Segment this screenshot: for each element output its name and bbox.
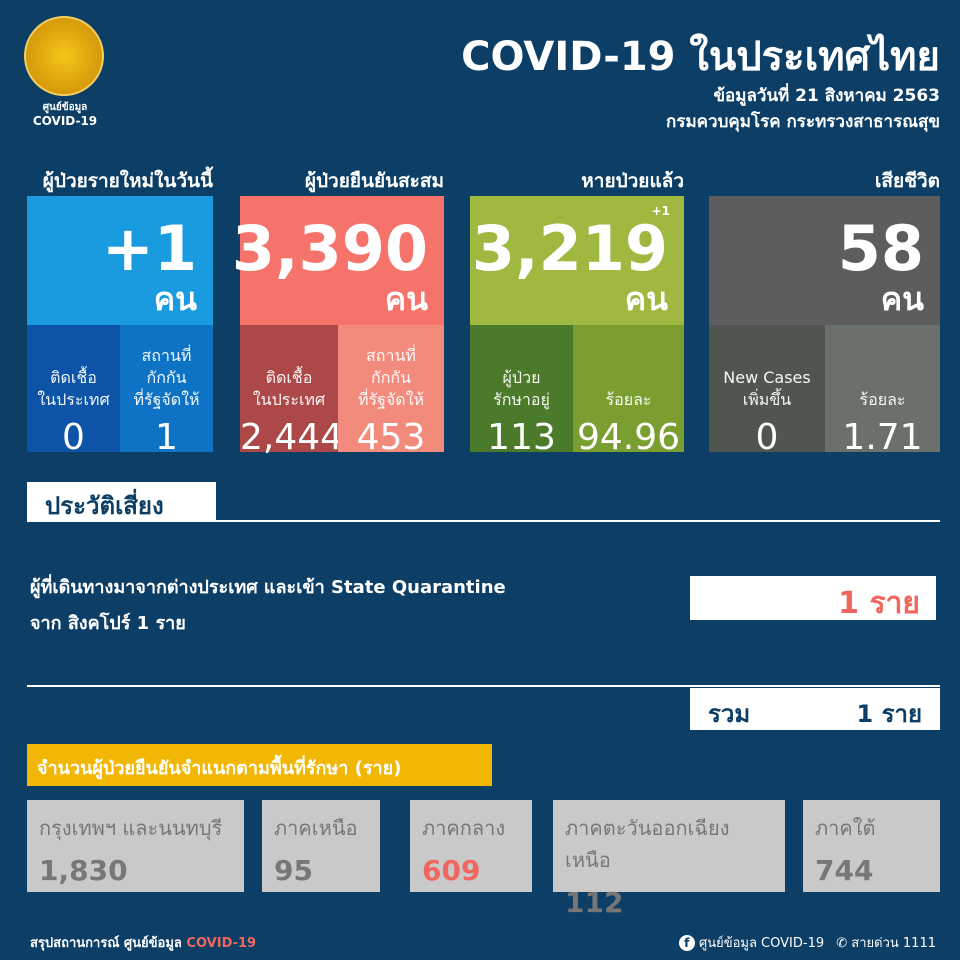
card-sub: ร้อยละ 1.71 — [825, 325, 940, 458]
card-unit: คน — [624, 280, 668, 318]
region-box: ภาคกลาง 609 — [410, 800, 532, 892]
footer-text: สรุปสถานการณ์ ศูนย์ข้อมูล — [30, 936, 182, 951]
card-unit: คน — [153, 280, 197, 318]
region-value: 95 — [274, 854, 313, 887]
card-main: +1 3,219 คน — [470, 196, 684, 325]
sub-value: 2,444 — [240, 417, 344, 458]
card-sub: สถานที่ กักกัน ที่รัฐจัดให้ 453 — [338, 325, 444, 458]
page-title: COVID-19 ในประเทศไทย — [461, 34, 940, 80]
region-value: 1,830 — [39, 854, 128, 887]
sub-value: 94.96 — [576, 417, 681, 458]
divider — [27, 685, 940, 687]
sub-value: 113 — [487, 417, 556, 458]
card-value: 3,390 — [231, 212, 428, 285]
region-heading: จำนวนผู้ป่วยยืนยันจำแนกตามพื้นที่รักษา (… — [27, 744, 492, 786]
card-label: เสียชีวิต — [874, 170, 940, 192]
sub-label: ร้อยละ — [605, 390, 652, 409]
sub-value: 0 — [62, 417, 85, 458]
data-source: กรมควบคุมโรค กระทรวงสาธารณสุข — [666, 112, 940, 132]
sub-label: สถานที่ กักกัน ที่รัฐจัดให้ — [357, 346, 425, 409]
risk-line-1: ผู้ที่เดินทางมาจากต่างประเทศ และเข้า Sta… — [30, 577, 506, 598]
card-label: ผู้ป่วยยืนยันสะสม — [304, 170, 444, 192]
sub-value: 1.71 — [842, 417, 923, 458]
region-name: ภาคใต้ — [815, 816, 876, 840]
sub-label: New Cases เพิ่มขึ้น — [723, 368, 811, 409]
region-value: 112 — [565, 886, 624, 919]
region-name: ภาคเหนือ — [274, 816, 358, 840]
region-name: กรุงเทพฯ และนนทบุรี — [39, 816, 223, 840]
card-sub: ติดเชื้อ ในประเทศ 2,444 — [240, 325, 343, 458]
card-sub: ติดเชื้อ ในประเทศ 0 — [27, 325, 120, 458]
card-label: หายป่วยแล้ว — [581, 170, 684, 192]
footer-right: f ศูนย์ข้อมูล COVID-19 ✆ สายด่วน 1111 — [678, 932, 936, 953]
card-sub: ผู้ป่วย รักษาอยู่ 113 — [470, 325, 573, 458]
facebook-page: ศูนย์ข้อมูล COVID-19 — [698, 936, 825, 951]
sub-label: ติดเชื้อ ในประเทศ — [37, 368, 110, 409]
stat-card: 58 คน New Cases เพิ่มขึ้น 0 ร้อยละ 1.71 — [709, 196, 940, 458]
logo-text: COVID-19 — [32, 114, 98, 128]
stat-card: +1 คน ติดเชื้อ ในประเทศ 0 สถานที่ กักกัน… — [27, 196, 213, 458]
risk-heading: ประวัติเสี่ยง — [27, 482, 216, 522]
data-date: ข้อมูลวันที่ 21 สิงหาคม 2563 — [713, 86, 940, 106]
sub-label: ติดเชื้อ ในประเทศ — [252, 368, 326, 409]
card-main: 58 คน — [709, 196, 940, 325]
region-value: 609 — [422, 854, 481, 887]
sub-label: สถานที่ กักกัน ที่รัฐจัดให้ — [133, 346, 200, 409]
card-label: ผู้ป่วยรายใหม่ในวันนี้ — [42, 170, 213, 192]
region-box: ภาคเหนือ 95 — [262, 800, 380, 892]
facebook-icon: f — [678, 935, 695, 951]
card-unit: คน — [880, 280, 924, 318]
divider — [216, 520, 940, 522]
card-unit: คน — [384, 280, 428, 318]
sub-value: 1 — [155, 417, 178, 458]
region-value: 744 — [815, 854, 874, 887]
total-label: รวม — [708, 700, 751, 728]
risk-line-2: จาก สิงคโปร์ 1 ราย — [30, 613, 186, 634]
total-value: 1 ราย — [856, 700, 922, 728]
phone-icon: ✆ — [836, 936, 848, 951]
delta: +1 — [651, 204, 670, 218]
card-main: +1 คน — [27, 196, 213, 325]
card-main: 3,390 คน — [232, 196, 444, 325]
sub-label: ร้อยละ — [859, 390, 906, 409]
region-box: กรุงเทพฯ และนนทบุรี 1,830 — [27, 800, 244, 892]
stat-card: 3,390 คน ติดเชื้อ ในประเทศ 2,444 สถานที่… — [232, 196, 444, 458]
card-value: 3,219 — [471, 212, 668, 285]
risk-count: 1 ราย — [690, 576, 936, 621]
sub-label: ผู้ป่วย รักษาอยู่ — [493, 368, 550, 409]
card-sub: New Cases เพิ่มขึ้น 0 — [709, 325, 825, 458]
logo-text: ศูนย์ข้อมูล — [42, 102, 88, 113]
total-box: รวม 1 ราย — [690, 688, 940, 730]
card-value: 58 — [837, 212, 924, 285]
ministry-seal-logo — [24, 16, 104, 96]
region-name: ภาคตะวันออกเฉียงเหนือ — [565, 816, 730, 872]
footer-left: สรุปสถานการณ์ ศูนย์ข้อมูล COVID-19 — [30, 932, 256, 953]
card-sub: ร้อยละ 94.96 — [573, 325, 684, 458]
stat-card: +1 3,219 คน ผู้ป่วย รักษาอยู่ 113 ร้อยละ… — [470, 196, 684, 458]
region-box: ภาคใต้ 744 — [803, 800, 940, 892]
sub-value: 0 — [755, 417, 779, 458]
card-sub: สถานที่ กักกัน ที่รัฐจัดให้ 1 — [120, 325, 213, 458]
hotline: สายด่วน 1111 — [851, 936, 936, 951]
region-name: ภาคกลาง — [422, 816, 506, 840]
sub-value: 453 — [356, 417, 426, 458]
footer-accent: COVID-19 — [186, 936, 257, 951]
region-box: ภาคตะวันออกเฉียงเหนือ 112 — [553, 800, 785, 919]
card-value: +1 — [101, 212, 197, 285]
